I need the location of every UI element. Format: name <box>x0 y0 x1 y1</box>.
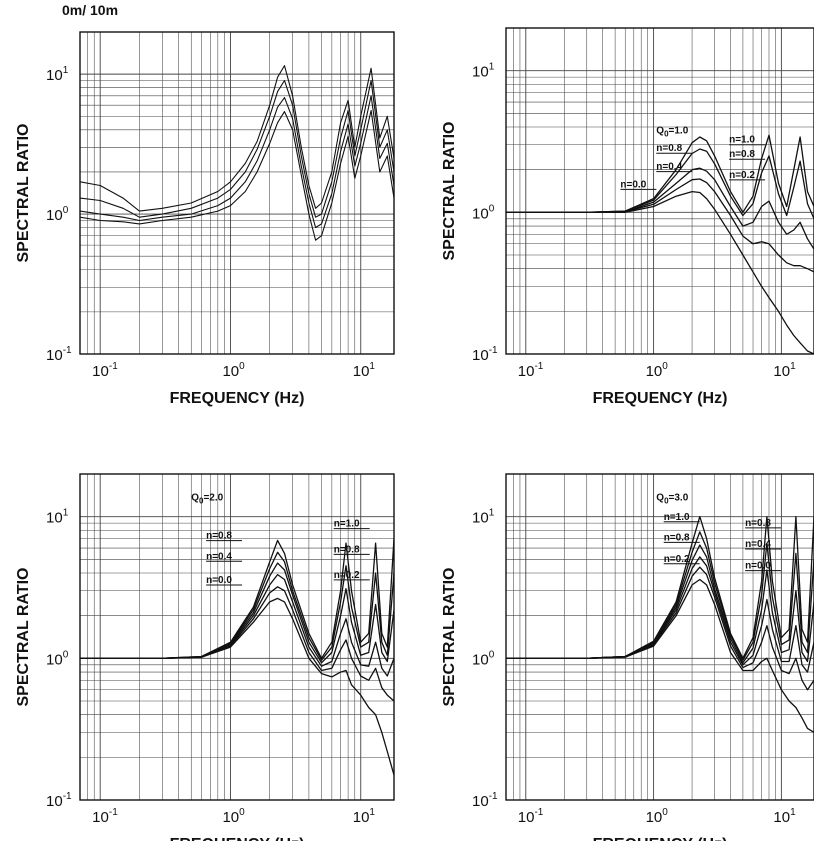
plot-frame <box>79 473 395 801</box>
series-group <box>506 134 814 354</box>
n-label: n=0.8 <box>745 518 771 529</box>
y-tick-label: 101 <box>46 65 69 84</box>
q0-label: Q0=3.0 <box>656 493 688 506</box>
series-line-2 <box>80 79 394 218</box>
x-tick-label: 101 <box>353 361 376 380</box>
n-label: n=0.8 <box>664 532 690 543</box>
plot-frame <box>505 473 814 801</box>
y-axis-title: SPECTRAL RATIO <box>15 124 32 263</box>
grid-lines <box>505 27 814 355</box>
series-line-6 <box>506 578 814 733</box>
series-line-6 <box>80 597 394 776</box>
n-label: n=1.0 <box>664 512 690 523</box>
n-label: n=0.8 <box>206 531 232 542</box>
chart-panel-3: 10-1 100 101 10-1 100 101 FREQUENCY (Hz) SPECTR… <box>15 473 395 841</box>
figure-corner-label: 0m/ 10m <box>62 2 119 18</box>
n-label: n=0.0 <box>620 179 646 190</box>
chart-panel-4: 10-1 100 101 10-1 100 101 FREQUENCY (Hz) SPECTR… <box>441 473 814 841</box>
n-label: n=0.8 <box>334 544 360 555</box>
x-tick-label: 100 <box>222 807 245 826</box>
y-axis-title: SPECTRAL RATIO <box>441 568 458 707</box>
q0-label: Q0=1.0 <box>656 126 688 139</box>
series-line-4 <box>80 109 394 241</box>
series-group <box>80 65 394 241</box>
chart-panel-1: 10-1 100 101 10-1 100 101 FREQUENCY (Hz) SPECTR… <box>15 31 395 407</box>
x-tick-label: 101 <box>353 807 376 826</box>
x-tick-label: 100 <box>222 361 245 380</box>
x-axis-title: FREQUENCY (Hz) <box>170 390 305 407</box>
series-group <box>80 538 394 776</box>
series-line-3 <box>80 95 394 229</box>
series-group <box>506 515 814 733</box>
y-tick-label: 10-1 <box>46 791 72 810</box>
y-tick-label: 101 <box>472 62 495 81</box>
n-label: n=0.2 <box>729 170 755 181</box>
y-tick-label: 100 <box>472 203 495 222</box>
chart-panel-2: 10-1 100 101 10-1 100 101 FREQUENCY (Hz) SPECTR… <box>441 27 814 407</box>
y-axis-title: SPECTRAL RATIO <box>15 568 32 707</box>
y-tick-label: 100 <box>46 649 69 668</box>
series-line-5 <box>506 190 814 354</box>
y-tick-label: 10-1 <box>472 791 498 810</box>
y-tick-label: 10-1 <box>472 345 498 364</box>
series-line-1 <box>80 65 394 212</box>
n-label: n=1.0 <box>729 135 755 146</box>
n-label: n=1.0 <box>334 519 360 530</box>
x-axis-title: FREQUENCY (Hz) <box>593 836 728 841</box>
y-tick-label: 101 <box>46 508 69 527</box>
y-tick-label: 10-1 <box>46 345 72 364</box>
y-axis-title: SPECTRAL RATIO <box>441 122 458 261</box>
series-line-3 <box>506 167 814 250</box>
series-line-2 <box>80 551 394 661</box>
n-label: n=0.4 <box>745 539 771 550</box>
x-tick-label: 10-1 <box>518 361 544 380</box>
y-tick-label: 100 <box>46 205 69 224</box>
x-tick-label: 10-1 <box>92 361 118 380</box>
y-tick-label: 100 <box>472 649 495 668</box>
plot-frame <box>79 31 395 355</box>
plot-frame <box>505 27 814 355</box>
series-line-5 <box>80 586 394 702</box>
n-label: n=0.0 <box>745 561 771 572</box>
y-tick-label: 101 <box>472 508 495 527</box>
n-label: n=0.8 <box>656 143 682 154</box>
series-line-4 <box>506 556 814 673</box>
x-tick-label: 100 <box>646 361 669 380</box>
series-line-4 <box>506 178 814 273</box>
q0-label: Q0=2.0 <box>191 493 223 506</box>
x-axis-title: FREQUENCY (Hz) <box>170 836 305 841</box>
n-label: n=0.8 <box>729 149 755 160</box>
n-label: n=0.2 <box>334 570 360 581</box>
n-label: n=0.4 <box>206 551 232 562</box>
x-tick-label: 10-1 <box>92 807 118 826</box>
series-line-2 <box>506 531 814 661</box>
x-tick-label: 101 <box>773 807 796 826</box>
x-tick-label: 101 <box>773 361 796 380</box>
n-label: n=0.2 <box>664 554 690 565</box>
series-line-5 <box>506 566 814 691</box>
n-label: n=0.0 <box>206 575 232 586</box>
x-tick-label: 10-1 <box>518 807 544 826</box>
series-line-4 <box>80 573 394 677</box>
x-axis-title: FREQUENCY (Hz) <box>593 390 728 407</box>
series-line-2 <box>506 148 814 220</box>
x-tick-label: 100 <box>646 807 669 826</box>
n-label: n=0.4 <box>656 162 682 173</box>
grid-lines <box>79 31 394 355</box>
